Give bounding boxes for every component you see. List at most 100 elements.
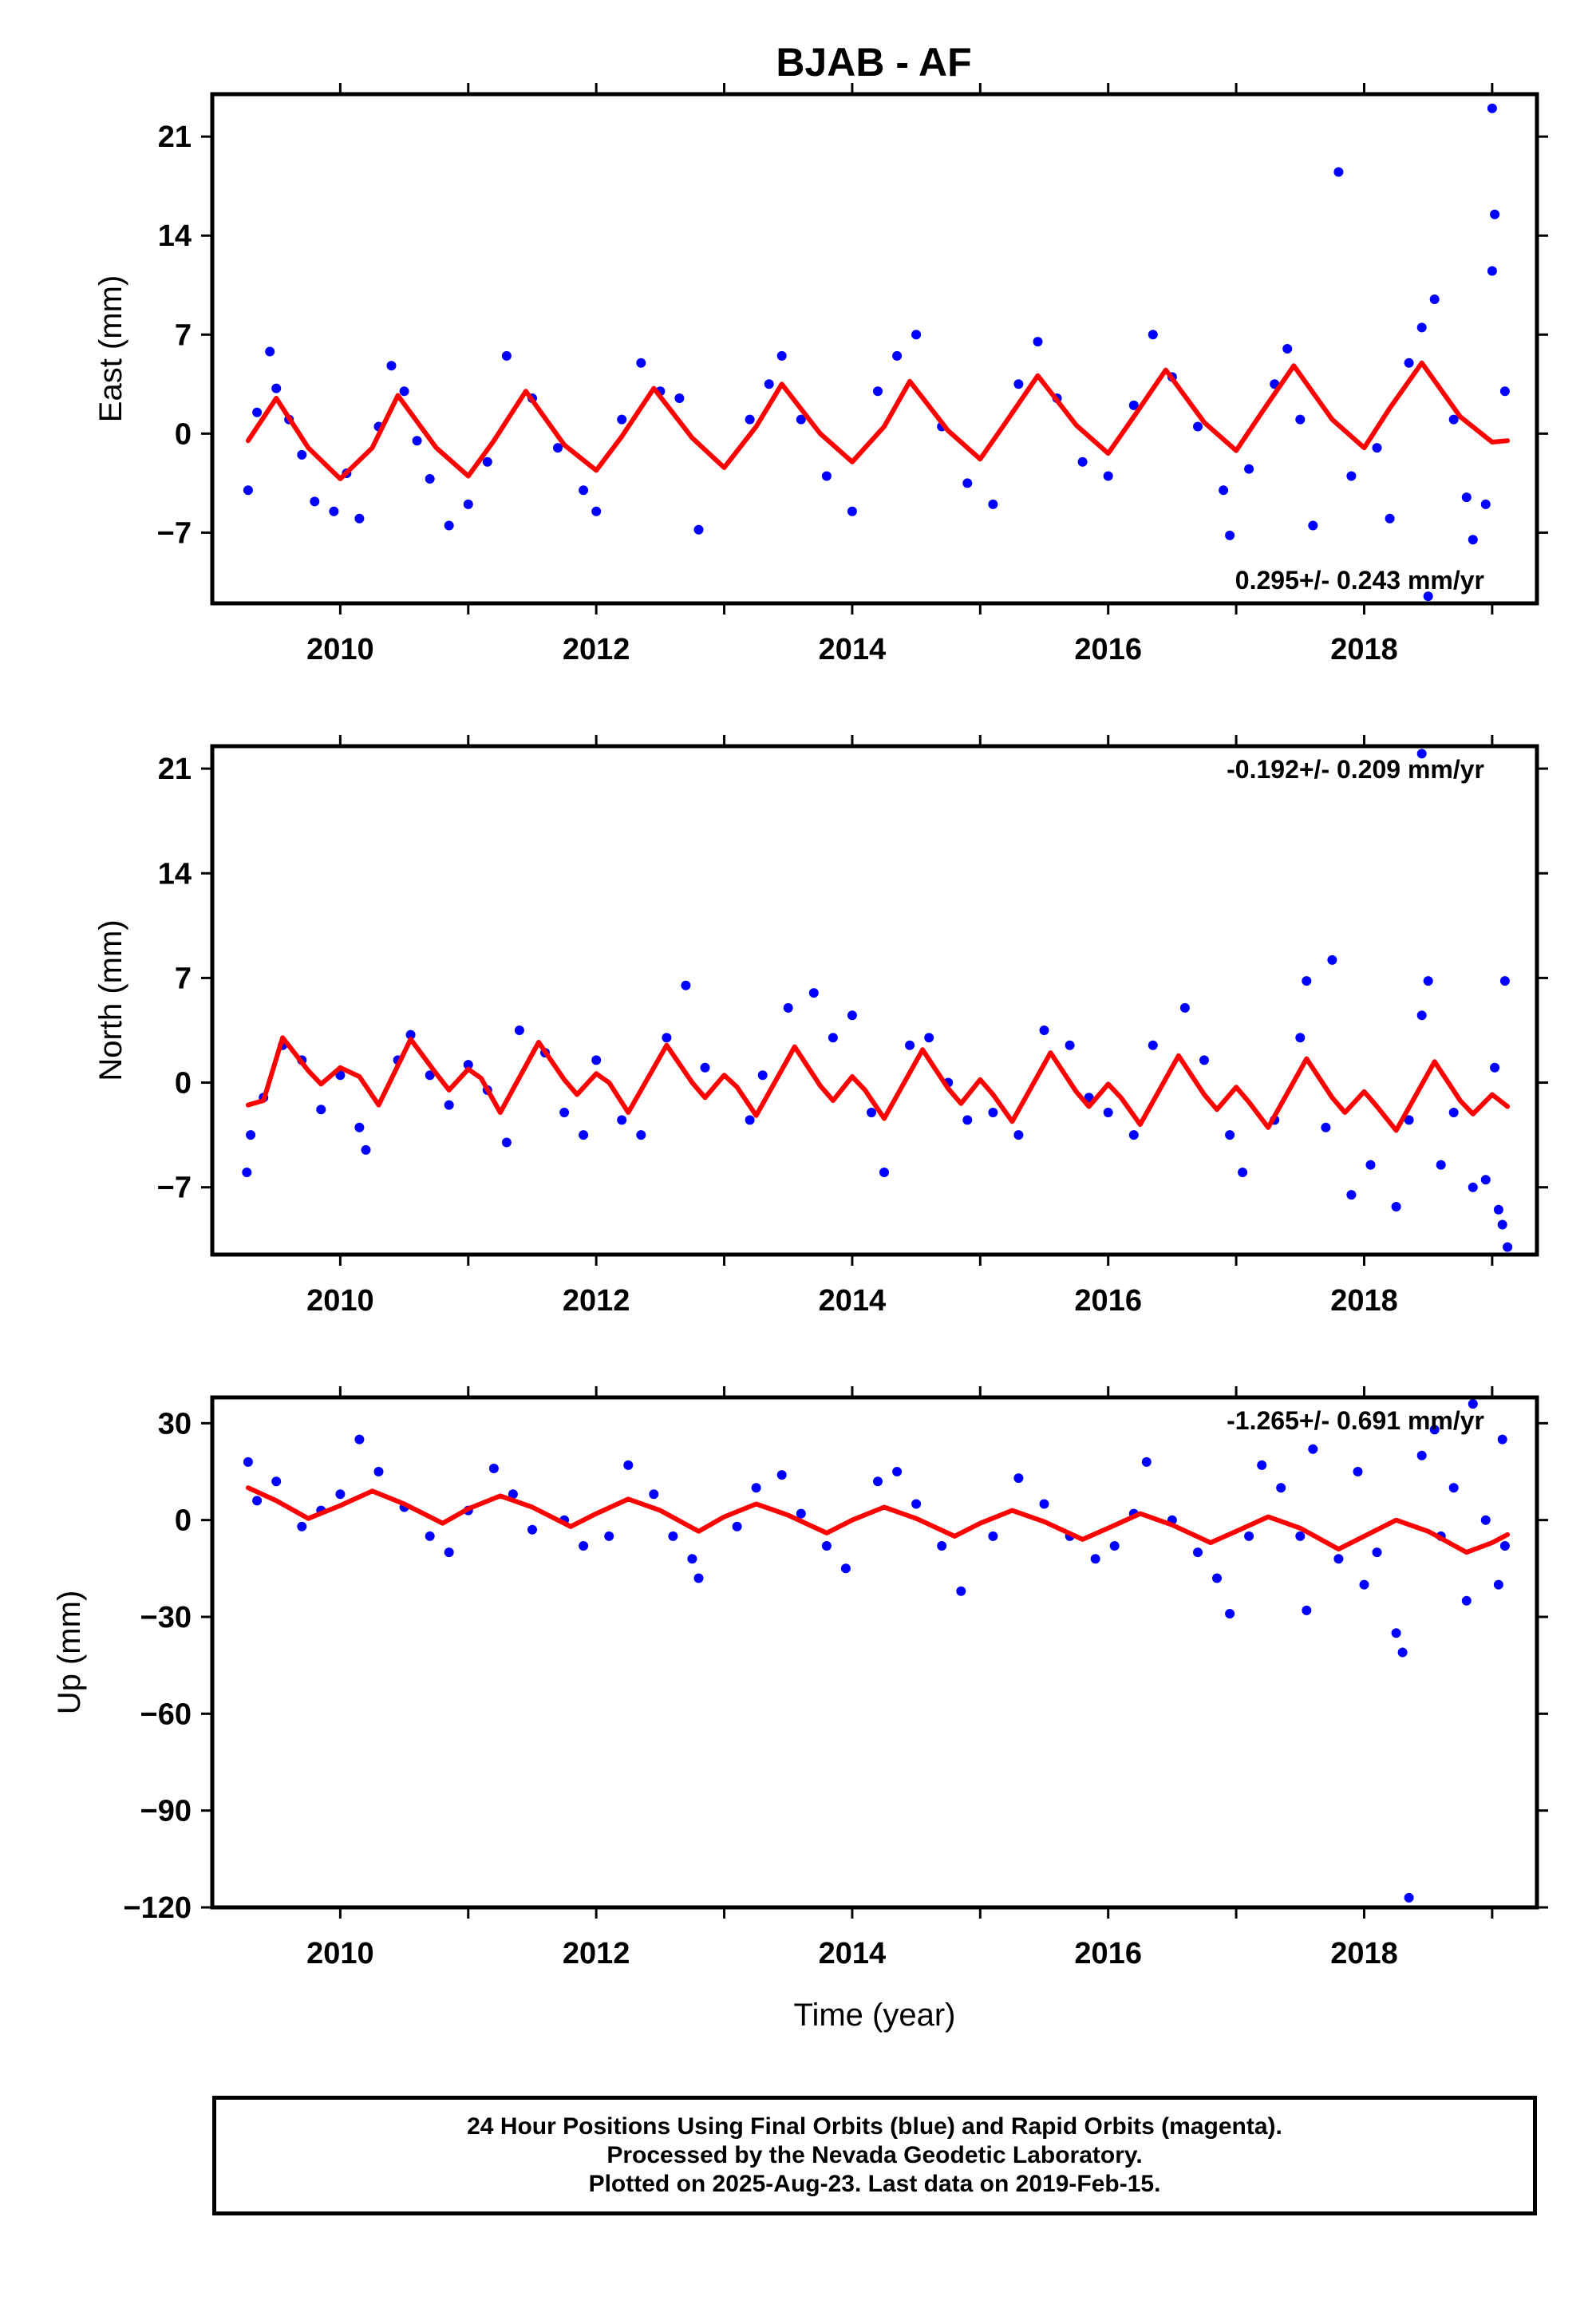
data-point: [662, 1033, 672, 1043]
data-point: [1487, 103, 1497, 113]
data-point: [1346, 471, 1357, 481]
data-point: [956, 1586, 966, 1596]
data-point: [501, 350, 512, 361]
velocity-rate-label: -0.192+/- 0.209 mm/yr: [1227, 755, 1484, 784]
data-point: [559, 1108, 570, 1117]
data-point: [579, 485, 589, 496]
data-point: [1416, 1450, 1427, 1460]
data-point: [764, 379, 774, 389]
data-point: [1490, 1062, 1500, 1073]
data-point: [1244, 1531, 1254, 1541]
data-point: [488, 1464, 499, 1473]
x-tick-label: 2010: [306, 1937, 374, 1970]
data-point: [796, 414, 806, 425]
data-point: [1308, 520, 1318, 531]
y-tick-label: 7: [175, 318, 192, 352]
data-point: [1327, 954, 1337, 965]
data-point: [354, 513, 365, 524]
data-point: [243, 1456, 253, 1467]
model-curve: [245, 1035, 1511, 1133]
data-point: [1497, 1434, 1507, 1445]
data-point: [821, 471, 832, 481]
y-tick-label: 21: [158, 121, 192, 154]
data-point: [354, 1122, 365, 1132]
chart-panel-2: 2010 2012 2014 2016 2018 21 14 7 0 −7 North (mm) -0…: [93, 735, 1548, 1318]
data-point: [444, 1547, 454, 1558]
data-point: [988, 1531, 998, 1541]
y-tick-label: 7: [175, 962, 192, 995]
data-point: [1295, 414, 1306, 425]
data-point: [604, 1531, 614, 1541]
data-point: [1276, 1483, 1286, 1493]
data-point: [776, 350, 787, 361]
data-point: [1416, 749, 1427, 759]
footer-line-plot-date: Plotted on 2025-Aug-23. Last data on 201…: [588, 2171, 1161, 2197]
data-point: [354, 1434, 365, 1445]
data-point: [1404, 1892, 1414, 1903]
data-point: [501, 1137, 512, 1148]
x-tick-label: 2012: [563, 1937, 630, 1970]
data-point: [482, 456, 492, 467]
y-axis-label: North (mm): [93, 919, 128, 1081]
y-tick-label: 0: [175, 1504, 192, 1538]
data-point: [425, 1070, 435, 1081]
data-point: [361, 1144, 371, 1155]
data-point: [1219, 485, 1229, 496]
data-point: [310, 496, 320, 507]
data-point: [840, 1563, 851, 1574]
data-point: [617, 414, 627, 425]
data-point: [1257, 1460, 1267, 1470]
x-tick-label: 2014: [819, 633, 887, 666]
data-point: [591, 506, 602, 516]
data-point: [242, 1168, 252, 1177]
data-point: [1077, 456, 1088, 467]
data-point: [1490, 209, 1500, 219]
velocity-rate-label: 0.295+/- 0.243 mm/yr: [1235, 566, 1484, 595]
velocity-rate-label: -1.265+/- 0.691 mm/yr: [1227, 1406, 1484, 1435]
data-point: [1499, 976, 1510, 986]
data-point: [514, 1026, 524, 1035]
data-point: [1225, 1130, 1235, 1140]
data-point: [1385, 513, 1395, 524]
data-point: [1148, 330, 1158, 340]
data-point: [1493, 1204, 1503, 1215]
data-point: [1359, 1579, 1369, 1590]
y-tick-label: −120: [123, 1891, 192, 1925]
data-point: [591, 1055, 602, 1065]
data-point: [687, 1554, 697, 1564]
data-point: [553, 443, 563, 453]
data-point: [873, 1476, 883, 1487]
observed-points: [243, 1399, 1510, 1903]
data-point: [649, 1489, 659, 1500]
x-tick-label: 2016: [1074, 633, 1142, 666]
x-tick-label: 2014: [819, 1284, 887, 1318]
data-point: [1391, 1202, 1401, 1211]
data-point: [1128, 1130, 1139, 1140]
data-point: [745, 414, 755, 425]
data-point: [821, 1541, 832, 1551]
data-point: [579, 1541, 589, 1551]
data-point: [425, 1531, 435, 1541]
data-point: [732, 1521, 742, 1531]
data-point: [1295, 1033, 1306, 1043]
data-point: [1013, 1473, 1024, 1484]
data-point: [1448, 414, 1459, 425]
data-point: [636, 1130, 646, 1140]
y-tick-label: 14: [158, 857, 192, 891]
y-tick-label: −7: [157, 1172, 192, 1205]
data-point: [1480, 1175, 1491, 1185]
data-point: [1391, 1628, 1401, 1638]
data-point: [1487, 266, 1497, 276]
data-point: [508, 1489, 518, 1500]
data-point: [1416, 1010, 1427, 1021]
data-point: [1461, 1595, 1472, 1606]
data-point: [1372, 443, 1382, 453]
x-tick-label: 2010: [306, 1284, 374, 1318]
data-point: [681, 980, 691, 990]
data-point: [1238, 1168, 1248, 1177]
data-point: [1493, 1579, 1503, 1590]
data-point: [1333, 1554, 1344, 1564]
data-point: [1416, 322, 1427, 333]
data-point: [1148, 1040, 1158, 1050]
plot-frame: [210, 92, 1539, 606]
